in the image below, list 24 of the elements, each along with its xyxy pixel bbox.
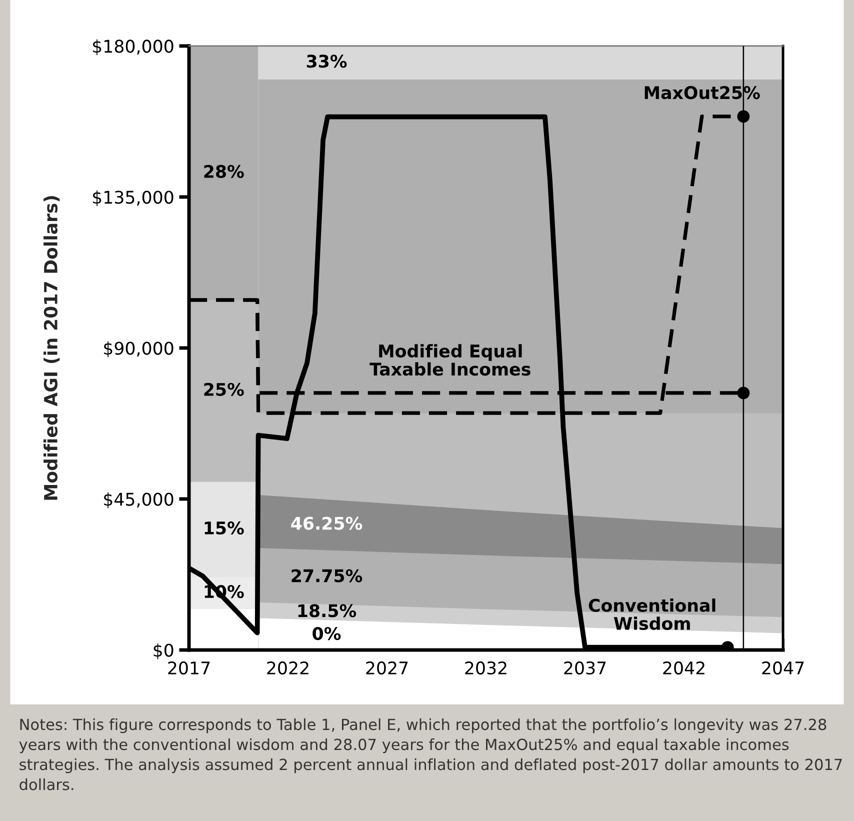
x-tick-label: 2042 <box>663 661 704 675</box>
series-label: 25% <box>204 382 244 396</box>
series-label: 15% <box>204 521 244 535</box>
y-tick-label: $135,000 <box>93 190 174 206</box>
x-tick-label: 2017 <box>168 661 210 675</box>
series-label: 28% <box>204 164 244 178</box>
series-label: 27.75% <box>292 569 362 582</box>
x-tick-label: 2027 <box>366 661 408 675</box>
text: Notes: This figure corresponds to Table 1, Panel E, which reported that the portfolio’s longevity was 27.28 years with the conventional wisdom and 28.07 years for the MaxOut25% and equal taxable incomes strategies. The analysis assumed 2 percent annual inflation and deflated post-2017 dollar amounts to 2017 dollars. <box>19 718 842 790</box>
series-label: 33% <box>306 54 347 68</box>
y-tick-label: $90,000 <box>104 341 174 358</box>
series-label: 0% <box>312 626 341 640</box>
x-tick-label: 2037 <box>564 661 606 675</box>
y-tick-label: $180,000 <box>93 39 174 56</box>
x-tick-label: 2022 <box>267 661 308 675</box>
x-tick-label: 2032 <box>465 661 506 675</box>
series-label: 46.25% <box>291 516 362 530</box>
annotation: Conventional Wisdom <box>588 598 716 630</box>
y-tick-label: $45,000 <box>104 492 174 508</box>
x-tick-label: 2047 <box>762 661 804 675</box>
series-label: 18.5% <box>298 604 356 618</box>
y-axis-title: Modified AGI (in 2017 Dollars) <box>44 196 60 500</box>
annotation: Modified Equal Taxable Incomes <box>370 344 530 376</box>
y-tick-label: $0 <box>154 643 174 660</box>
